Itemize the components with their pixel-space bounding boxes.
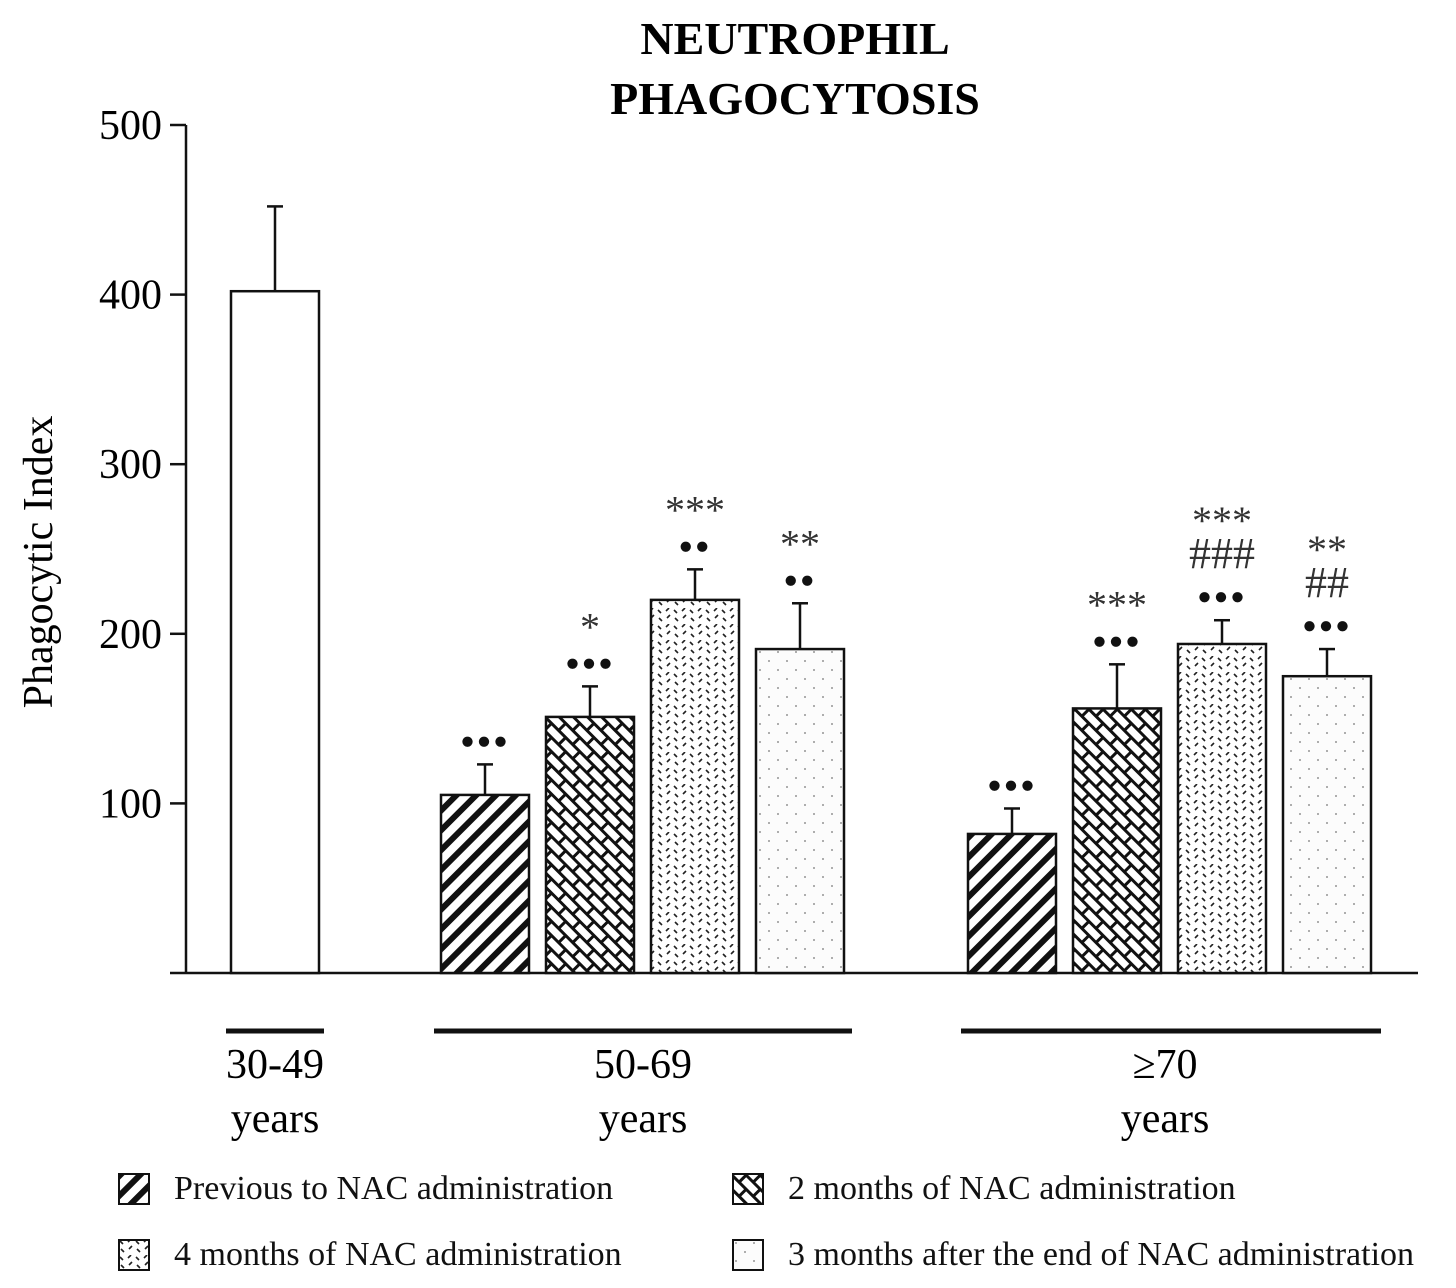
significance-mark: ### <box>1189 529 1255 578</box>
group-label: ≥70 <box>1132 1042 1197 1088</box>
bar-month4 <box>1176 642 1268 975</box>
legend-swatch-month2 <box>732 1173 764 1205</box>
legend-label-month2: 2 months of NAC administration <box>788 1170 1236 1207</box>
group-label: years <box>231 1096 320 1142</box>
chart-title-line-2: PHAGOCYTOSIS <box>610 73 980 124</box>
legend-item-previous: Previous to NAC administration <box>118 1170 613 1208</box>
significance-mark: ●●● <box>1092 628 1142 654</box>
bar-after3 <box>754 647 846 975</box>
significance-mark: ●●● <box>460 728 510 754</box>
group-label: 30-49 <box>226 1042 324 1088</box>
legend-label-month4: 4 months of NAC administration <box>174 1236 622 1273</box>
bar-control <box>229 289 321 975</box>
y-tick-label: 100 <box>99 781 162 827</box>
legend-item-month4: 4 months of NAC administration <box>118 1236 622 1274</box>
chart: NEUTROPHIL PHAGOCYTOSIS Phagocytic Index… <box>16 13 1418 1142</box>
bars: ●●●●●●*●●***●●**●●●●●●*** ●●●###***●●●##*… <box>229 205 1373 975</box>
bar-month2 <box>544 715 636 975</box>
significance-mark: ●●● <box>1302 613 1352 639</box>
y-ticks: 100 200 300 400 500 <box>99 103 186 827</box>
legend: Previous to NAC administration 2 months … <box>0 1160 1456 1288</box>
legend-swatch-month4 <box>118 1239 150 1271</box>
y-tick-label: 500 <box>99 103 162 149</box>
significance-mark: *** <box>1087 582 1147 627</box>
bar-month2 <box>1071 707 1163 975</box>
bar-previous <box>439 793 531 975</box>
y-tick-label: 300 <box>99 442 162 488</box>
group-label: 50-69 <box>594 1042 692 1088</box>
significance-mark: ●● <box>679 533 712 559</box>
significance-mark: *** <box>1192 498 1252 543</box>
significance-mark: ## <box>1305 558 1349 607</box>
y-tick-label: 200 <box>99 612 162 658</box>
bar-after3 <box>1281 674 1373 975</box>
significance-mark: ** <box>780 521 820 566</box>
legend-label-after3: 3 months after the end of NAC administra… <box>788 1236 1415 1273</box>
y-tick-label: 400 <box>99 273 162 319</box>
chart-title-line-1: NEUTROPHIL <box>640 13 949 64</box>
bar-month4 <box>649 598 741 975</box>
group-labels: 30-49 years 50-69 years ≥70 years <box>226 1028 1381 1142</box>
group-label: years <box>599 1096 688 1142</box>
legend-swatch-after3 <box>732 1239 764 1271</box>
significance-mark: *** <box>665 487 725 532</box>
significance-mark: ●●● <box>565 650 615 676</box>
significance-mark: ●●● <box>987 772 1037 798</box>
bar-previous <box>966 832 1058 975</box>
significance-mark: ** <box>1307 527 1347 572</box>
group-label: years <box>1121 1096 1210 1142</box>
significance-mark: * <box>580 604 600 649</box>
significance-mark: ●● <box>784 567 817 593</box>
legend-label-previous: Previous to NAC administration <box>174 1170 614 1207</box>
y-axis-label: Phagocytic Index <box>16 416 62 709</box>
significance-mark: ●●● <box>1197 584 1247 610</box>
legend-item-after3: 3 months after the end of NAC administra… <box>732 1236 1414 1274</box>
legend-item-month2: 2 months of NAC administration <box>732 1170 1236 1208</box>
legend-swatch-previous <box>118 1173 150 1205</box>
